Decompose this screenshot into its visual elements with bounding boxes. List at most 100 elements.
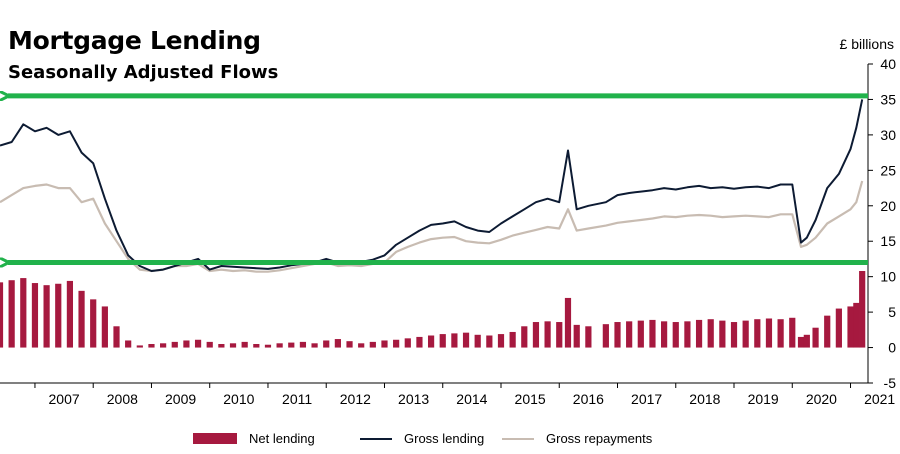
y-tick-label: 20 <box>880 198 896 214</box>
net-lending-bar <box>43 285 50 348</box>
y-tick-label: 25 <box>880 162 896 178</box>
net-lending-bar <box>0 282 4 348</box>
y-tick-label: 30 <box>880 127 896 143</box>
net-lending-bar <box>125 340 132 348</box>
net-lending-bar <box>264 344 272 348</box>
legend-gross-repayments: Gross repayments <box>502 431 652 446</box>
net-lending-bar <box>649 319 656 348</box>
x-tick-label: 2009 <box>165 391 196 407</box>
net-lending-bar <box>730 322 738 348</box>
net-lending-bar <box>497 334 505 348</box>
legend-gross-repayments-label: Gross repayments <box>546 431 653 446</box>
net-lending-bar <box>719 320 726 348</box>
unit-label: £ billions <box>839 36 894 52</box>
net-lending-bar <box>183 340 190 348</box>
legend-net-lending-swatch <box>193 433 237 444</box>
x-tick-label: 2015 <box>515 391 546 407</box>
x-tick-label: 2020 <box>806 391 837 407</box>
net-lending-bar <box>521 326 528 348</box>
net-lending-bar <box>299 341 307 348</box>
net-lending-bar <box>20 278 27 348</box>
net-lending-bar <box>853 302 860 348</box>
net-lending-bar <box>812 327 819 348</box>
net-lending-bar <box>474 334 481 348</box>
x-tick-label: 2010 <box>223 391 254 407</box>
net-lending-bar <box>797 336 805 348</box>
legend-net-lending: Net lending <box>193 431 315 446</box>
x-tick-label: 2021 <box>864 391 895 407</box>
y-tick-label: 35 <box>880 91 896 107</box>
gross-lending-line <box>0 99 864 272</box>
y-tick-label: 0 <box>888 340 896 356</box>
net-lending-bar <box>684 321 691 348</box>
net-lending-bar <box>113 326 120 348</box>
legend-net-lending-label: Net lending <box>249 431 315 446</box>
net-lending-bar <box>194 339 202 348</box>
x-tick-label: 2014 <box>456 391 487 407</box>
legend-gross-repayments-swatch <box>502 437 534 440</box>
x-tick-label: 2011 <box>282 391 312 407</box>
chart-subtitle: Seasonally Adjusted Flows <box>8 62 279 83</box>
net-lending-bar <box>288 342 295 348</box>
x-tick-label: 2018 <box>689 391 720 407</box>
net-lending-bar <box>564 297 572 348</box>
x-tick-label: 2013 <box>398 391 429 407</box>
net-lending-bar <box>695 319 703 348</box>
net-lending-bar <box>585 326 592 348</box>
net-lending-bar <box>486 335 493 348</box>
net-lending-bar <box>78 290 85 348</box>
x-tick-label: 2007 <box>49 391 80 407</box>
net-lending-bar <box>276 343 283 348</box>
net-lending-bar <box>765 318 773 348</box>
x-tick-label: 2017 <box>631 391 662 407</box>
net-lending-bar <box>404 338 411 348</box>
net-lending-bar <box>637 320 644 348</box>
net-lending-bar <box>393 339 400 348</box>
net-lending-bar <box>55 283 62 348</box>
gross-repayments-line <box>0 180 864 273</box>
net-lending-bar <box>218 344 225 348</box>
net-lending-bar <box>661 321 668 348</box>
net-lending-bar <box>136 345 143 348</box>
net-lending-bar <box>148 344 155 348</box>
lines-layer <box>0 99 864 273</box>
net-lending-bar <box>777 319 784 348</box>
net-lending-bar <box>229 343 237 348</box>
net-lending-bar <box>602 324 609 348</box>
net-lending-bar <box>311 343 318 348</box>
y-tick-label: 5 <box>888 304 896 320</box>
net-lending-bar <box>544 321 551 348</box>
net-lending-bar <box>358 343 365 348</box>
net-lending-bar <box>754 319 761 348</box>
legend-gross-lending-label: Gross lending <box>404 431 485 446</box>
net-lending-bar <box>707 319 714 348</box>
net-lending-bar <box>241 341 248 348</box>
net-lending-bar <box>532 322 540 348</box>
net-lending-bar <box>439 334 446 348</box>
net-lending-bar <box>171 341 178 348</box>
chart-title: Mortgage Lending <box>8 26 261 55</box>
net-lending-bar <box>859 270 866 348</box>
x-tick-label: 2008 <box>107 391 138 407</box>
net-lending-bar <box>556 322 563 348</box>
x-tick-label: 2016 <box>573 391 604 407</box>
net-lending-bar <box>614 322 621 348</box>
net-lending-bar <box>31 283 39 348</box>
net-lending-bar <box>346 341 353 348</box>
net-lending-bar <box>803 334 810 348</box>
net-lending-bar <box>427 335 435 348</box>
net-lending-bar <box>626 321 633 348</box>
net-lending-bar <box>462 332 470 348</box>
net-lending-bar <box>847 306 854 348</box>
net-lending-bar <box>101 306 108 348</box>
net-lending-bar <box>509 331 516 348</box>
net-lending-bar <box>789 317 796 348</box>
net-lending-bar <box>334 339 341 348</box>
net-lending-bar <box>416 336 423 348</box>
x-tick-label: 2012 <box>340 391 371 407</box>
legend-gross-lending: Gross lending <box>360 431 484 446</box>
legend-gross-lending-swatch <box>360 437 392 440</box>
net-lending-bar <box>90 299 97 348</box>
net-lending-bar <box>451 333 458 348</box>
